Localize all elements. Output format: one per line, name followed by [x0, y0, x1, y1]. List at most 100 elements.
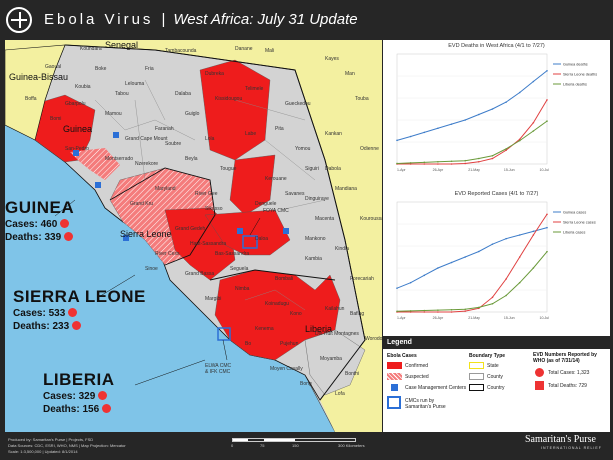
legend-total-cases: Total Cases: 1,323 — [548, 370, 590, 376]
legend-entry: Guinea deaths — [563, 63, 588, 67]
neighbor-country-yellow — [5, 40, 382, 432]
data-point — [437, 163, 439, 165]
data-point — [396, 287, 398, 289]
place-label: Telimele — [245, 86, 264, 92]
data-point — [546, 69, 548, 72]
x-tick-label: 10-Jul — [540, 316, 550, 320]
elwa-cmc-box-icon[interactable] — [217, 327, 231, 341]
data-point — [396, 310, 398, 313]
x-tick-label: 1-Apr — [397, 168, 406, 172]
place-label: Moyamba — [320, 356, 342, 362]
data-point — [464, 310, 466, 312]
legend-entry: Sierra Leone deaths — [563, 73, 597, 77]
place-label: Faranah — [155, 126, 174, 132]
place-label: Forecariah — [350, 276, 374, 282]
data-point — [518, 91, 521, 94]
place-label: Soubre — [165, 141, 181, 147]
data-point — [478, 306, 480, 309]
data-point — [532, 267, 535, 269]
legend-county: County — [487, 374, 503, 380]
data-point — [450, 163, 453, 165]
foya-pointer — [249, 217, 261, 236]
data-point — [478, 157, 480, 160]
guinea-southeast-confirmed — [229, 154, 276, 216]
swatch-confirmed — [387, 362, 402, 369]
label-foya: FOYA CMC — [263, 208, 289, 214]
x-tick-label: 1-Apr — [397, 316, 406, 320]
place-label: Bo — [245, 341, 251, 347]
place-label: Tougue — [220, 166, 237, 172]
place-label: Tambacounda — [165, 48, 197, 54]
place-label: Grand Gedeh — [175, 226, 206, 232]
data-point — [518, 256, 521, 258]
data-point — [450, 311, 453, 313]
place-label: Danane — [235, 46, 253, 52]
place-label: Kayes — [325, 56, 339, 62]
scale-tick: 150 — [292, 443, 299, 448]
data-point — [450, 309, 453, 311]
foya-cmc-box-icon[interactable] — [242, 235, 258, 249]
place-label: Odienne — [360, 146, 379, 152]
label-senegal: Senegal — [105, 40, 138, 50]
place-label: Mankono — [305, 236, 326, 242]
swatch-cmc-icon — [391, 384, 398, 391]
place-label: Fria — [145, 66, 154, 72]
legend-entry: Sierra Leone cases — [563, 221, 596, 225]
legend-suspected: Suspected — [405, 374, 429, 380]
cmc-marker-icon[interactable] — [237, 228, 243, 234]
footer-bar: Produced by: Samaritan's Purse | Project… — [0, 432, 613, 460]
data-point — [532, 234, 535, 236]
cases-chart: EVD Reported Cases (4/1 to 7/27) 1-Apr 26… — [383, 188, 610, 336]
title-main: Ebola Virus — [44, 11, 154, 28]
place-label: Siguiri — [305, 166, 319, 172]
place-label: Koundara — [80, 46, 102, 52]
place-label: Pujehun — [280, 341, 299, 347]
data-point — [478, 113, 480, 116]
place-label: Bomi — [50, 116, 61, 122]
data-point — [518, 139, 521, 142]
x-tick-label: 21-May — [468, 168, 480, 172]
series-line — [396, 120, 548, 164]
data-point — [491, 154, 494, 157]
place-label: Dabola — [325, 166, 341, 172]
place-label: Haut-Sassandra — [190, 241, 226, 247]
west-africa-map: Senegal Guinea-Bissau Guinea Sierra Leon… — [5, 40, 382, 432]
label-guinea-bissau: Guinea-Bissau — [9, 72, 68, 82]
biohazard-icon — [68, 308, 78, 317]
data-point — [409, 135, 412, 138]
stat-country: GUINEA — [5, 198, 75, 217]
deaths-chart: EVD Deaths in West Africa (4/1 to 7/27) … — [383, 40, 610, 188]
data-point — [532, 130, 535, 132]
cmc-marker-icon[interactable] — [73, 150, 79, 156]
map-area[interactable]: Senegal Guinea-Bissau Guinea Sierra Leon… — [5, 40, 382, 432]
cmc-marker-icon[interactable] — [123, 235, 129, 241]
stat-cases: 329 — [78, 391, 96, 402]
place-label: Beyla — [185, 156, 198, 162]
cmc-marker-icon[interactable] — [283, 228, 289, 234]
plot-area — [396, 201, 548, 313]
data-point — [478, 250, 480, 253]
footer-line2: Data Sources: CDC, ESRI, WHO, NMS | Map … — [8, 443, 126, 448]
data-point — [532, 80, 535, 83]
scale-tick: 0 — [231, 443, 234, 448]
data-point — [450, 261, 453, 264]
plot-area — [396, 53, 548, 165]
place-label: Dubreka — [205, 71, 224, 77]
data-point — [464, 119, 466, 121]
cmc-marker-icon[interactable] — [113, 132, 119, 138]
data-point — [532, 121, 535, 124]
place-label: Bonthi — [345, 371, 359, 377]
cmc-marker-icon[interactable] — [95, 182, 101, 188]
brand-subtitle: INTERNATIONAL RELIEF — [541, 446, 602, 450]
place-label: Mali — [265, 48, 274, 54]
cases-biohazard-icon — [535, 368, 544, 377]
footer-line3: Scale: 1:3,500,000 | Updated: 8/1/2014 — [8, 449, 78, 454]
legend-state: State — [487, 363, 499, 369]
sierra-leone-pointer — [96, 274, 136, 299]
data-point — [396, 139, 398, 142]
series-line — [396, 251, 548, 312]
data-point — [518, 138, 521, 141]
data-point — [464, 308, 466, 311]
guinea-central-confirmed — [199, 59, 271, 161]
